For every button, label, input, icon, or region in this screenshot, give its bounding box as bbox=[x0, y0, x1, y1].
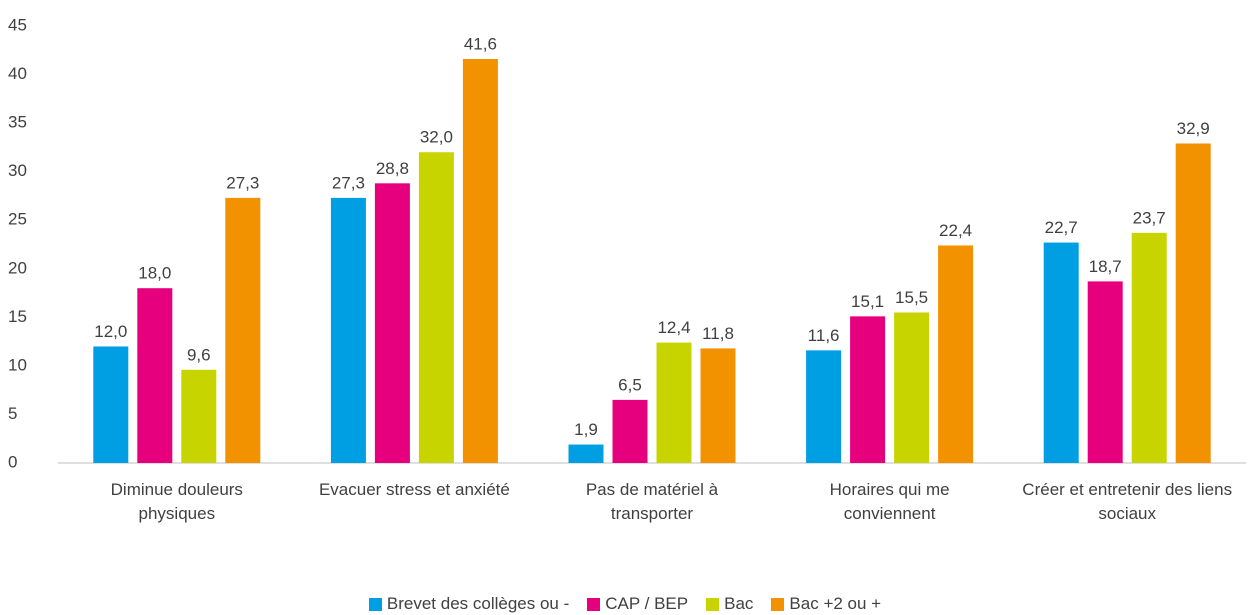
y-tick-label: 40 bbox=[8, 64, 27, 83]
legend-label: Bac +2 ou + bbox=[789, 594, 882, 613]
legend-item: Brevet des collèges ou - bbox=[368, 594, 570, 614]
legend-label: Bac bbox=[724, 594, 754, 613]
bar bbox=[568, 444, 604, 463]
y-tick-label: 20 bbox=[8, 258, 27, 277]
data-label: 11,6 bbox=[808, 326, 840, 345]
bar bbox=[656, 342, 692, 463]
y-tick-label: 30 bbox=[8, 161, 27, 180]
y-tick-label: 5 bbox=[8, 404, 17, 423]
bar bbox=[181, 369, 217, 463]
data-label: 32,9 bbox=[1177, 119, 1210, 138]
x-tick-label: Evacuer stress et anxiété bbox=[318, 480, 510, 499]
legend-item: CAP / BEP bbox=[587, 594, 688, 614]
bar bbox=[462, 59, 498, 464]
y-tick-label: 35 bbox=[8, 113, 27, 132]
data-label: 22,7 bbox=[1045, 218, 1078, 237]
data-label: 12,0 bbox=[94, 322, 127, 341]
x-tick-label: Pas de matériel à transporter bbox=[585, 480, 719, 523]
data-label: 11,8 bbox=[702, 324, 734, 343]
legend-item: Bac bbox=[706, 594, 753, 614]
data-label: 27,3 bbox=[332, 173, 365, 192]
x-tick-label: Créer et entretenir des liens sociaux bbox=[1022, 480, 1233, 523]
bar bbox=[806, 350, 842, 463]
bar bbox=[93, 346, 129, 463]
data-label: 9,6 bbox=[187, 345, 211, 364]
data-label: 41,6 bbox=[464, 35, 497, 54]
bar bbox=[700, 348, 736, 463]
bar bbox=[330, 197, 366, 464]
data-label: 22,4 bbox=[939, 221, 972, 240]
legend-swatch bbox=[771, 597, 785, 611]
data-label: 23,7 bbox=[1133, 208, 1166, 227]
legend-item: Bac +2 ou + bbox=[771, 594, 881, 614]
data-label: 15,5 bbox=[895, 288, 928, 307]
legend-swatch bbox=[368, 597, 382, 611]
bar bbox=[137, 288, 173, 463]
legend-swatch bbox=[587, 597, 601, 611]
data-label: 27,3 bbox=[226, 173, 259, 192]
legend: Brevet des collèges ou - CAP / BEP Bac Bac … bbox=[0, 594, 1250, 614]
data-label: 1,9 bbox=[574, 420, 598, 439]
bar bbox=[894, 312, 930, 463]
y-tick-label: 15 bbox=[8, 307, 27, 326]
data-label: 32,0 bbox=[420, 128, 453, 147]
y-tick-label: 10 bbox=[8, 355, 27, 374]
bar bbox=[418, 152, 454, 463]
bar bbox=[1131, 232, 1167, 463]
data-label: 28,8 bbox=[376, 159, 409, 178]
bar bbox=[1175, 143, 1211, 463]
data-label: 12,4 bbox=[657, 318, 690, 337]
legend-label: Brevet des collèges ou - bbox=[386, 594, 570, 613]
bar bbox=[612, 399, 648, 463]
y-tick-label: 25 bbox=[8, 210, 27, 229]
bar bbox=[850, 316, 886, 463]
bar bbox=[1043, 242, 1079, 463]
bar bbox=[1087, 281, 1123, 463]
bar bbox=[225, 197, 261, 464]
data-label: 18,0 bbox=[138, 264, 171, 283]
legend-label: CAP / BEP bbox=[605, 594, 689, 613]
bar bbox=[374, 183, 410, 463]
legend-swatch bbox=[706, 597, 720, 611]
x-tick-label: Horaires qui me conviennent bbox=[829, 480, 950, 523]
bar bbox=[938, 245, 974, 463]
y-tick-label: 0 bbox=[8, 452, 17, 471]
y-tick-label: 45 bbox=[8, 15, 27, 34]
data-label: 18,7 bbox=[1089, 257, 1122, 276]
x-tick-label: Diminue douleurs physiques bbox=[110, 480, 243, 523]
data-label: 6,5 bbox=[618, 375, 642, 394]
data-label: 15,1 bbox=[851, 292, 884, 311]
